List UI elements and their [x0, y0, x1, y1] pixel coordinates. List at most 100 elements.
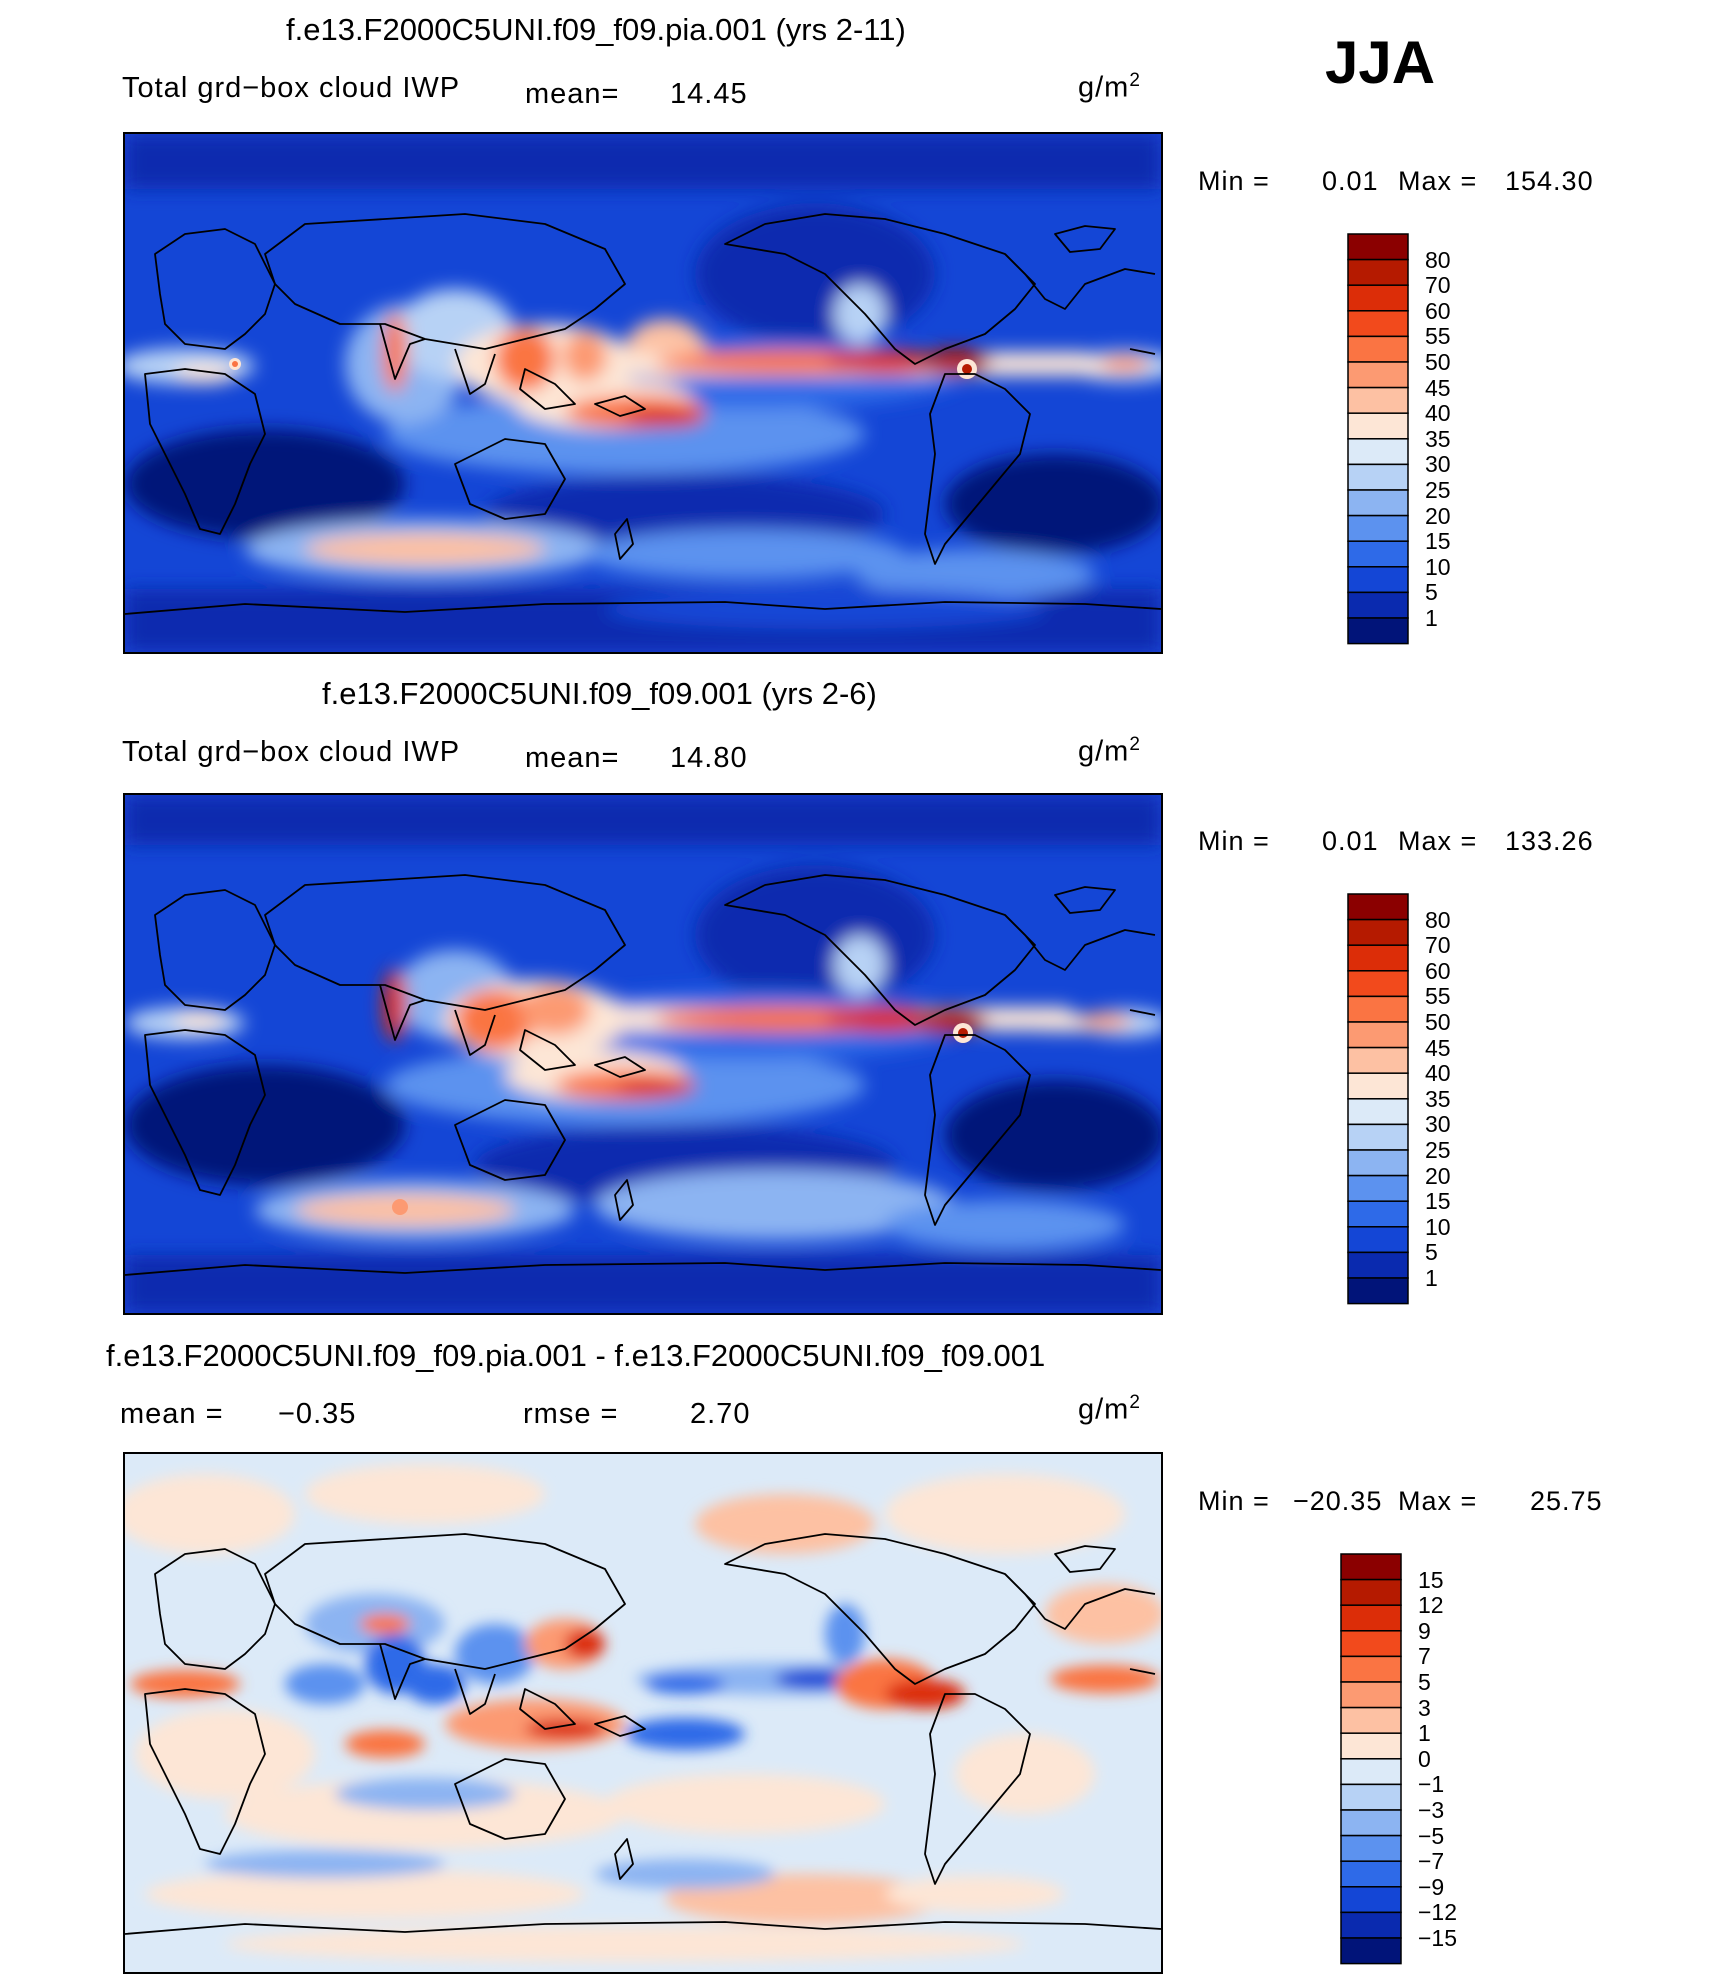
colorbar-tick-label: 50 [1425, 349, 1451, 375]
panel1-variable: Total grd−box cloud IWP [122, 72, 461, 104]
colorbar-tick-label: 15 [1425, 528, 1451, 555]
colorbar-swatch [1347, 361, 1409, 389]
panel2-units: g/m2 [1078, 734, 1141, 768]
colorbar-swatch [1340, 1911, 1402, 1939]
panel2-title: f.e13.F2000C5UNI.f09_f09.001 (yrs 2-6) [322, 676, 877, 711]
colorbar-tick-label: 5 [1425, 579, 1438, 606]
colorbar-tick-label: 50 [1425, 1009, 1451, 1035]
colorbar-swatch [1347, 540, 1409, 568]
colorbar-swatch [1340, 1937, 1402, 1965]
colorbar-tick-label: 55 [1425, 323, 1451, 350]
panel2-max-label: Max = [1398, 826, 1478, 856]
colorbar-swatch [1347, 412, 1409, 440]
colorbar-swatch [1347, 566, 1409, 594]
colorbar-swatch [1340, 1630, 1402, 1658]
colorbar-tick-label: 7 [1418, 1643, 1431, 1670]
colorbar-tick-label: 70 [1425, 932, 1451, 959]
colorbar-swatch [1347, 944, 1409, 972]
colorbar-tick-label: 5 [1418, 1669, 1431, 1695]
colorbar-tick-label: 45 [1425, 1034, 1451, 1061]
colorbar-swatch [1340, 1758, 1402, 1786]
colorbar-svg [1340, 1553, 1402, 1965]
colorbar-swatch [1347, 463, 1409, 491]
colorbar-tick-label: −7 [1418, 1848, 1445, 1875]
colorbar-swatch [1347, 1174, 1409, 1202]
colorbar-swatch [1347, 1226, 1409, 1254]
panel3-coastlines [125, 1533, 1161, 1935]
panel3-rmse-label: rmse = [523, 1398, 619, 1430]
colorbar-swatch [1347, 970, 1409, 998]
colorbar-swatch [1347, 438, 1409, 466]
colorbar-tick-label: 35 [1425, 425, 1451, 452]
panel2-mean-label: mean= [525, 742, 620, 774]
colorbar-tick-label: 55 [1425, 983, 1451, 1010]
colorbar-swatch [1347, 258, 1409, 286]
panel2-coastlines [125, 874, 1161, 1276]
colorbar-swatch [1347, 918, 1409, 946]
panel1-mean-label: mean= [525, 78, 620, 110]
panel1-units: g/m2 [1078, 70, 1141, 104]
colorbar-swatch [1340, 1783, 1402, 1811]
colorbar-tick-label: 30 [1425, 1111, 1451, 1138]
colorbar-swatch [1340, 1553, 1402, 1581]
colorbar-tick-label: −15 [1418, 1925, 1458, 1951]
panel3-min-value: −20.35 [1293, 1486, 1383, 1516]
colorbar-swatch [1347, 489, 1409, 517]
panel3-max-value: 25.75 [1530, 1486, 1603, 1516]
colorbar-tick-label: 25 [1425, 1137, 1451, 1163]
colorbar-swatch [1347, 335, 1409, 363]
panel3-max-label: Max = [1398, 1486, 1478, 1516]
panel1-min-label: Min = [1198, 166, 1270, 196]
colorbar-tick-label: −3 [1418, 1797, 1445, 1823]
colorbar-swatch [1340, 1809, 1402, 1837]
colorbar-swatch [1340, 1655, 1402, 1683]
colorbar-tick-label: 1 [1425, 605, 1438, 631]
colorbar-swatch [1347, 1123, 1409, 1151]
colorbar-swatch [1340, 1732, 1402, 1760]
colorbar-swatch [1347, 591, 1409, 619]
colorbar-swatch [1347, 310, 1409, 338]
panel1-mean-value: 14.45 [670, 78, 748, 110]
colorbar-tick-label: 3 [1418, 1694, 1431, 1721]
colorbar-tick-label: 30 [1425, 451, 1451, 478]
panel1-max-label: Max = [1398, 166, 1478, 196]
colorbar-swatch [1347, 233, 1409, 261]
colorbar-tick-label: 80 [1425, 246, 1451, 273]
panel1-title: f.e13.F2000C5UNI.f09_f09.pia.001 (yrs 2-… [286, 12, 906, 47]
colorbar-tick-label: 5 [1425, 1239, 1438, 1266]
panel1-coastlines [125, 213, 1161, 615]
colorbar-swatch [1347, 1021, 1409, 1049]
colorbar-tick-label: 60 [1425, 297, 1451, 324]
colorbar-tick-label: −1 [1418, 1771, 1445, 1798]
colorbar-swatch [1347, 1251, 1409, 1279]
panel2-max-value: 133.26 [1505, 826, 1594, 856]
colorbar-tick-label: 40 [1425, 400, 1451, 427]
colorbar-tick-label: −9 [1418, 1873, 1445, 1900]
colorbar-tick-label: 1 [1418, 1720, 1431, 1747]
panel2-min-value: 0.01 [1322, 826, 1379, 856]
panel1-max-value: 154.30 [1505, 166, 1594, 196]
colorbar-swatch [1347, 1277, 1409, 1305]
colorbar-tick-label: 12 [1418, 1592, 1444, 1619]
panel3-rmse-value: 2.70 [690, 1398, 751, 1430]
colorbar-tick-label: 10 [1425, 1213, 1451, 1240]
colorbar-svg [1347, 233, 1409, 645]
colorbar-tick-label: −12 [1418, 1899, 1458, 1926]
colorbar-swatch [1340, 1886, 1402, 1914]
colorbar-swatch [1347, 1072, 1409, 1100]
colorbar-tick-label: 9 [1418, 1617, 1431, 1644]
colorbar-swatch [1340, 1681, 1402, 1709]
panel2-min-label: Min = [1198, 826, 1270, 856]
colorbar-swatch [1347, 995, 1409, 1023]
colorbar-tick-label: 40 [1425, 1060, 1451, 1087]
colorbar-tick-label: 0 [1418, 1745, 1431, 1772]
colorbar-swatch [1347, 284, 1409, 312]
colorbar-tick-label: 10 [1425, 553, 1451, 580]
colorbar-swatch [1347, 514, 1409, 542]
colorbar-swatch [1347, 386, 1409, 414]
colorbar-swatch [1340, 1834, 1402, 1862]
colorbar-svg [1347, 893, 1409, 1305]
colorbar-swatch [1347, 1046, 1409, 1074]
panel3-title: f.e13.F2000C5UNI.f09_f09.pia.001 - f.e13… [106, 1338, 1046, 1373]
colorbar-tick-label: 15 [1425, 1188, 1451, 1215]
